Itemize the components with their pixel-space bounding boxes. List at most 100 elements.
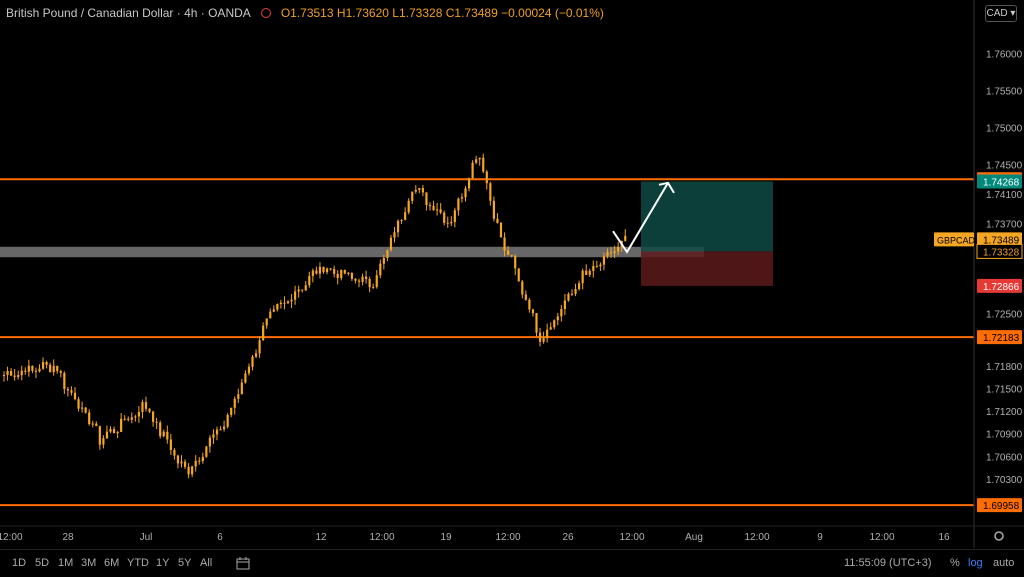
candle-body bbox=[194, 460, 197, 467]
ohlc-values: O1.73513 H1.73620 L1.73328 C1.73489 −0.0… bbox=[281, 6, 604, 20]
candle-body bbox=[162, 431, 165, 437]
range-1m[interactable]: 1M bbox=[58, 557, 74, 569]
candle-body bbox=[91, 423, 94, 425]
bottom-toolbar: 1D 5D 1M 3M 6M YTD 1Y 5Y All 11:55:09 (U… bbox=[0, 549, 1024, 577]
time-tick-label: 16 bbox=[938, 532, 950, 543]
candle-body bbox=[549, 327, 552, 330]
candle-body bbox=[443, 212, 446, 223]
candle-body bbox=[258, 340, 261, 354]
candle-body bbox=[84, 407, 87, 413]
time-tick-label: 26 bbox=[562, 532, 574, 543]
candle-body bbox=[31, 365, 34, 371]
currency-label: CAD bbox=[986, 8, 1008, 19]
low-label: L bbox=[392, 6, 399, 20]
candle-body bbox=[159, 422, 162, 437]
candle-body bbox=[592, 266, 595, 271]
candle-body bbox=[283, 302, 286, 304]
candle-body bbox=[56, 365, 59, 372]
candle-body bbox=[276, 303, 279, 310]
candle-body bbox=[265, 318, 268, 326]
candle-body bbox=[478, 157, 481, 160]
price-badge bbox=[977, 498, 1022, 513]
price-badge bbox=[977, 174, 1022, 189]
price-axis[interactable]: 1.76000 1.75500 1.75000 1.74500 1.74100 1.737… bbox=[934, 0, 1023, 548]
candle-body bbox=[38, 368, 41, 372]
candle-body bbox=[191, 466, 194, 475]
range-all[interactable]: All bbox=[200, 557, 213, 569]
candle-body bbox=[354, 278, 357, 281]
candle-body bbox=[414, 189, 417, 192]
candle-body bbox=[240, 382, 243, 395]
range-1y[interactable]: 1Y bbox=[156, 557, 170, 569]
price-tick-label: 1.71800 bbox=[986, 362, 1023, 373]
range-6m[interactable]: 6M bbox=[104, 557, 120, 569]
candle-body bbox=[389, 237, 393, 251]
candle-body bbox=[269, 311, 272, 319]
candle-body bbox=[254, 353, 258, 357]
candle-body bbox=[112, 429, 116, 434]
clock[interactable]: 11:55:09 (UTC+3) bbox=[844, 557, 932, 569]
candle-body bbox=[70, 390, 73, 393]
target-zone bbox=[641, 181, 773, 252]
candle-body bbox=[368, 279, 371, 288]
candle-body bbox=[308, 275, 311, 286]
candle-body bbox=[311, 270, 314, 276]
price-badge-label: 1.73489 bbox=[983, 235, 1020, 246]
currency-selector[interactable]: CAD ▾ bbox=[985, 5, 1017, 22]
price-badge-label: 1.72866 bbox=[983, 282, 1020, 293]
candle-body bbox=[538, 332, 542, 342]
candle-body bbox=[553, 320, 556, 328]
candle-body bbox=[361, 276, 364, 282]
range-5d[interactable]: 5D bbox=[35, 557, 50, 569]
candle-body bbox=[223, 426, 226, 430]
auto-toggle[interactable]: auto bbox=[993, 557, 1015, 569]
calendar-icon[interactable] bbox=[236, 557, 250, 573]
candle-body bbox=[10, 371, 13, 376]
candle-body bbox=[301, 289, 304, 291]
range-ytd[interactable]: YTD bbox=[127, 557, 149, 569]
symbol-badge-label: GBPCAD bbox=[937, 235, 976, 245]
price-tick-label: 1.74500 bbox=[986, 160, 1023, 171]
price-badge-label: 1.72183 bbox=[983, 333, 1020, 344]
candle-body bbox=[329, 268, 332, 270]
percent-toggle[interactable]: % bbox=[950, 557, 960, 569]
candle-body bbox=[524, 294, 527, 300]
range-3m[interactable]: 3M bbox=[81, 557, 97, 569]
candle-body bbox=[20, 370, 23, 376]
time-tick-label: 12:00 bbox=[495, 532, 520, 543]
candle-body bbox=[141, 402, 144, 413]
candle-body bbox=[439, 209, 442, 213]
time-axis[interactable]: 12:00 28 Jul 6 12 12:00 19 12:00 26 12:00 Aug 12:00… bbox=[0, 525, 1024, 543]
candle-body bbox=[237, 394, 240, 399]
candle-body bbox=[49, 364, 52, 373]
candle-body bbox=[372, 286, 375, 288]
candle-body bbox=[77, 399, 80, 409]
candle-body bbox=[393, 232, 396, 238]
range-1d[interactable]: 1D bbox=[12, 557, 27, 569]
candle-body bbox=[365, 276, 368, 280]
candle-body bbox=[432, 205, 435, 211]
candle-body bbox=[570, 293, 574, 295]
candle-body bbox=[542, 338, 545, 342]
candle-body bbox=[247, 366, 251, 374]
range-5y[interactable]: 5Y bbox=[178, 557, 192, 569]
candle-body bbox=[531, 309, 535, 314]
log-toggle[interactable]: log bbox=[968, 557, 983, 569]
candle-body bbox=[73, 392, 77, 400]
candle-body bbox=[379, 263, 382, 276]
price-tick-label: 1.76000 bbox=[986, 50, 1023, 61]
candle-body bbox=[599, 264, 602, 267]
candle-body bbox=[120, 418, 123, 432]
candle-body bbox=[396, 220, 400, 233]
candle-body bbox=[13, 375, 16, 377]
candle-body bbox=[457, 198, 460, 211]
candle-body bbox=[347, 272, 350, 274]
candle-body bbox=[262, 325, 265, 341]
candle-body bbox=[230, 407, 233, 415]
price-badge bbox=[977, 330, 1022, 345]
time-tick-label: Aug bbox=[685, 532, 703, 543]
chart-legend: British Pound / Canadian Dollar · 4h · O… bbox=[6, 6, 604, 20]
candle-body bbox=[588, 270, 591, 275]
candle-body bbox=[375, 275, 378, 287]
